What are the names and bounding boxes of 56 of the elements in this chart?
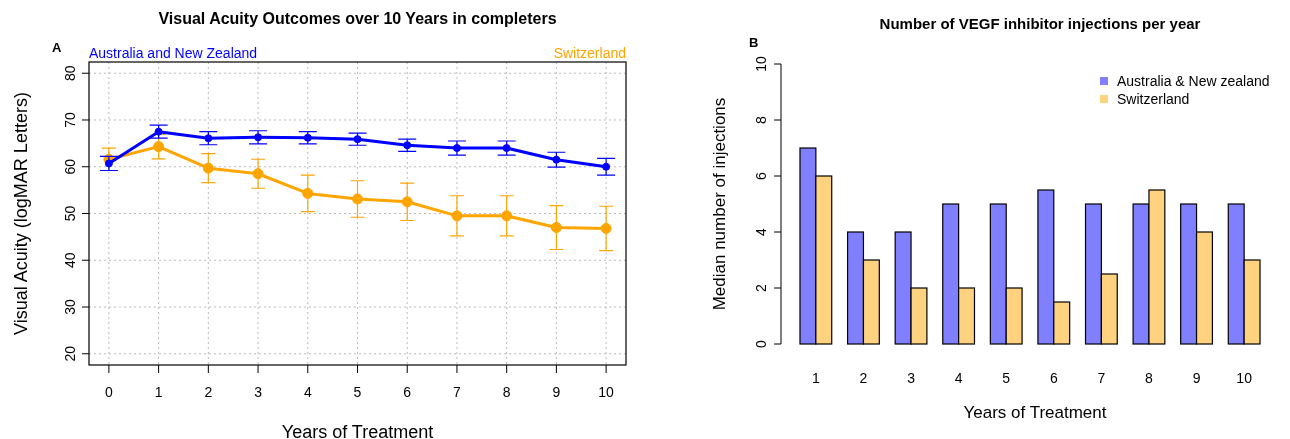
point <box>202 162 214 174</box>
x-tick-label: 1 <box>154 384 163 400</box>
y-tick-label: 70 <box>62 111 78 128</box>
text: B <box>749 35 759 50</box>
point <box>302 187 314 199</box>
point <box>352 193 363 205</box>
x-tick-label: 10 <box>1236 370 1253 386</box>
y-tick-label: 60 <box>62 158 78 175</box>
x-tick-label: 8 <box>1145 370 1154 386</box>
x-tick-label: 7 <box>453 384 462 400</box>
chart-title: Visual Acuity Outcomes over 10 Years in completers <box>158 10 557 27</box>
x-tick-label: 4 <box>303 384 312 400</box>
y-tick-label: 0 <box>753 339 769 348</box>
text: Australia and New Zealand <box>89 45 258 61</box>
x-tick-label: 0 <box>104 384 113 400</box>
x-tick-label: 5 <box>353 384 362 400</box>
y-tick-label: 40 <box>62 252 78 269</box>
x-tick-label: 6 <box>1049 370 1058 386</box>
x-tick-label: 7 <box>1097 370 1106 386</box>
x-tick-label: 5 <box>1002 370 1011 386</box>
y-tick-label: 30 <box>62 299 78 315</box>
y-tick-label: 50 <box>62 205 78 222</box>
chart-title: Number of VEGF inhibitor injections per year <box>879 15 1201 32</box>
y-tick-label: 10 <box>753 56 769 72</box>
y-tick-label: 2 <box>753 283 769 292</box>
y-tick-label: 20 <box>62 345 78 362</box>
point <box>401 196 413 208</box>
x-tick-label: 2 <box>204 384 213 400</box>
x-tick-label: 3 <box>907 370 916 386</box>
x-tick-label: 10 <box>598 384 615 400</box>
point <box>153 141 165 153</box>
legend-label: Australia & New zealand <box>1117 73 1270 89</box>
x-tick-label: 9 <box>552 384 561 400</box>
y-axis-title: Visual Acuity (logMAR Letters) <box>11 92 31 335</box>
point <box>501 210 513 222</box>
x-tick-label: 4 <box>954 370 963 386</box>
point <box>451 210 463 222</box>
x-tick-label: 6 <box>403 384 412 400</box>
y-tick-label: 4 <box>753 227 769 236</box>
text: A <box>52 40 62 55</box>
point <box>600 222 612 234</box>
x-tick-label: 2 <box>859 370 868 386</box>
legend-label: Switzerland <box>1117 91 1190 107</box>
y-tick-label: 8 <box>753 115 769 124</box>
x-axis-title: Years of Treatment <box>281 422 434 439</box>
point <box>252 168 264 180</box>
point <box>550 222 562 234</box>
x-tick-label: 9 <box>1192 370 1201 386</box>
y-axis-title: Median number of injections <box>710 97 729 311</box>
x-axis-title: Years of Treatment <box>963 403 1107 422</box>
text: Switzerland <box>553 45 626 61</box>
x-tick-label: 8 <box>502 384 511 400</box>
y-tick-label: 6 <box>753 171 769 180</box>
x-tick-label: 1 <box>811 370 820 386</box>
x-tick-label: 3 <box>254 384 263 400</box>
y-tick-label: 80 <box>62 65 78 82</box>
